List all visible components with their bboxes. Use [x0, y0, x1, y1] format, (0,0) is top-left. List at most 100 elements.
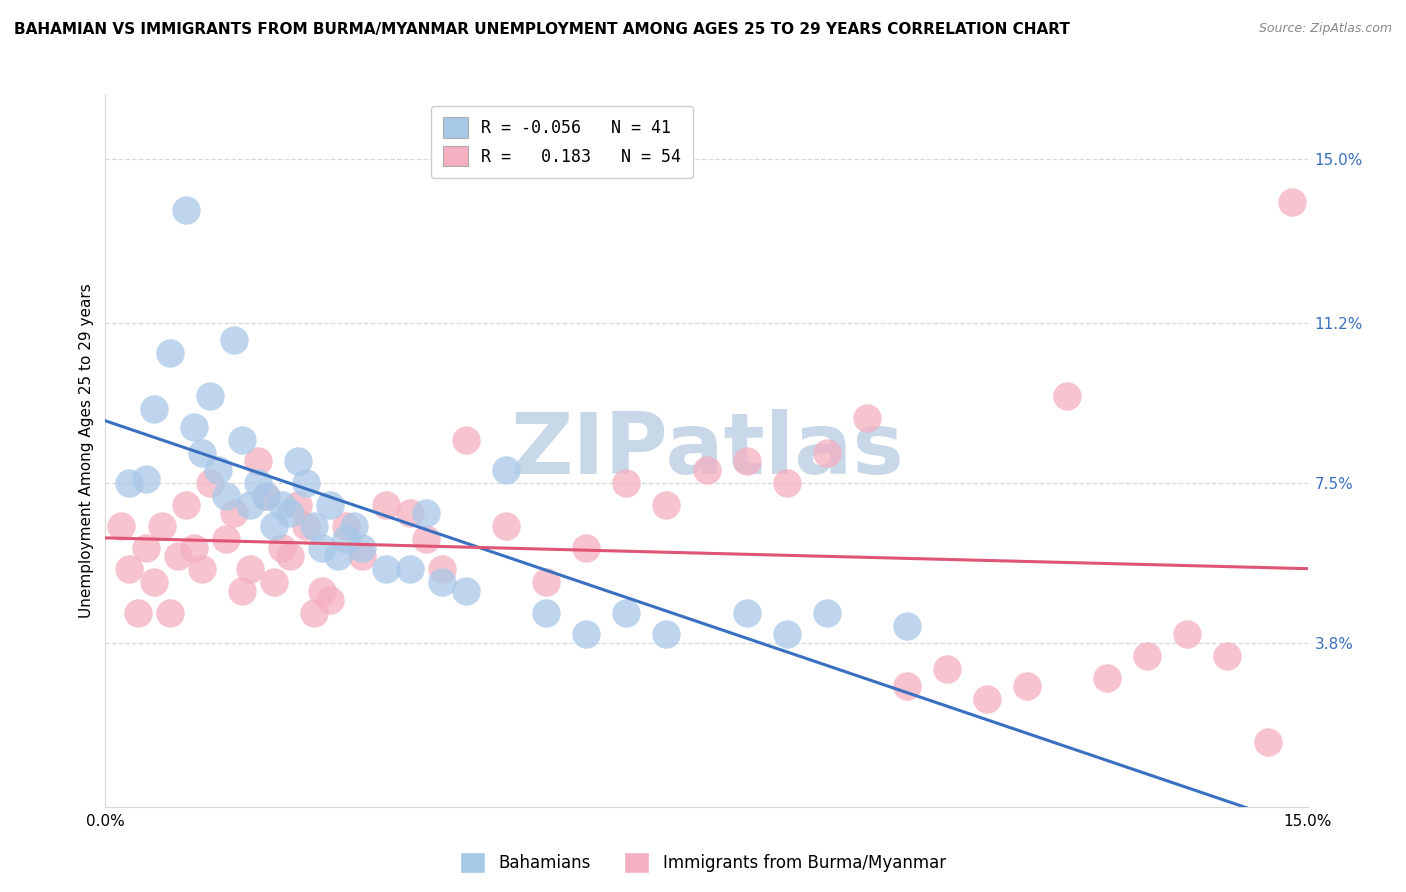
Text: BAHAMIAN VS IMMIGRANTS FROM BURMA/MYANMAR UNEMPLOYMENT AMONG AGES 25 TO 29 YEARS: BAHAMIAN VS IMMIGRANTS FROM BURMA/MYANMA… [14, 22, 1070, 37]
Point [302, 606, 325, 620]
Point [430, 575, 453, 590]
Point [190, 562, 212, 576]
Text: ZIPatlas: ZIPatlas [509, 409, 904, 492]
Point [534, 606, 557, 620]
Point [696, 463, 718, 477]
Point [110, 519, 132, 533]
Point [430, 562, 453, 576]
Point [142, 402, 165, 417]
Point [1097, 671, 1119, 685]
Point [231, 584, 253, 599]
Point [655, 498, 678, 512]
Point [735, 454, 758, 468]
Point [190, 445, 212, 459]
Point [118, 562, 141, 576]
Point [335, 532, 357, 546]
Point [335, 519, 357, 533]
Point [655, 627, 678, 641]
Point [174, 498, 197, 512]
Point [311, 584, 333, 599]
Point [127, 606, 149, 620]
Point [183, 419, 205, 434]
Point [374, 498, 398, 512]
Point [302, 519, 325, 533]
Point [896, 679, 918, 693]
Point [456, 584, 478, 599]
Point [174, 203, 197, 218]
Point [270, 498, 292, 512]
Text: Source: ZipAtlas.com: Source: ZipAtlas.com [1258, 22, 1392, 36]
Point [159, 606, 181, 620]
Point [815, 445, 838, 459]
Point [278, 549, 301, 564]
Point [239, 498, 262, 512]
Point [343, 519, 366, 533]
Y-axis label: Unemployment Among Ages 25 to 29 years: Unemployment Among Ages 25 to 29 years [79, 283, 94, 618]
Point [1056, 389, 1078, 403]
Point [198, 389, 221, 403]
Point [263, 519, 285, 533]
Point [1257, 735, 1279, 749]
Point [1216, 648, 1239, 663]
Point [311, 541, 333, 555]
Point [231, 433, 253, 447]
Point [159, 346, 181, 360]
Point [239, 562, 262, 576]
Legend: Bahamians, Immigrants from Burma/Myanmar: Bahamians, Immigrants from Burma/Myanmar [454, 846, 952, 880]
Legend: R = -0.056   N = 41, R =   0.183   N = 54: R = -0.056 N = 41, R = 0.183 N = 54 [432, 105, 693, 178]
Point [415, 506, 437, 520]
Point [183, 541, 205, 555]
Point [534, 575, 557, 590]
Point [254, 489, 277, 503]
Point [776, 627, 799, 641]
Point [319, 498, 342, 512]
Point [254, 489, 277, 503]
Point [415, 532, 437, 546]
Point [616, 606, 638, 620]
Point [166, 549, 188, 564]
Point [118, 475, 141, 490]
Point [222, 333, 245, 347]
Point [214, 489, 236, 503]
Point [142, 575, 165, 590]
Point [776, 475, 799, 490]
Point [1136, 648, 1159, 663]
Point [135, 472, 157, 486]
Point [456, 433, 478, 447]
Point [326, 549, 349, 564]
Point [246, 475, 269, 490]
Point [270, 541, 292, 555]
Point [287, 454, 309, 468]
Point [150, 519, 173, 533]
Point [1281, 194, 1303, 209]
Point [278, 506, 301, 520]
Point [350, 541, 373, 555]
Point [135, 541, 157, 555]
Point [246, 454, 269, 468]
Point [495, 463, 517, 477]
Point [976, 692, 998, 706]
Point [214, 532, 236, 546]
Point [350, 549, 373, 564]
Point [936, 662, 959, 676]
Point [815, 606, 838, 620]
Point [735, 606, 758, 620]
Point [575, 541, 598, 555]
Point [1015, 679, 1038, 693]
Point [616, 475, 638, 490]
Point [495, 519, 517, 533]
Point [207, 463, 229, 477]
Point [855, 411, 877, 425]
Point [263, 575, 285, 590]
Point [399, 506, 422, 520]
Point [222, 506, 245, 520]
Point [295, 475, 318, 490]
Point [896, 618, 918, 632]
Point [287, 498, 309, 512]
Point [198, 475, 221, 490]
Point [319, 592, 342, 607]
Point [1175, 627, 1198, 641]
Point [575, 627, 598, 641]
Point [295, 519, 318, 533]
Point [399, 562, 422, 576]
